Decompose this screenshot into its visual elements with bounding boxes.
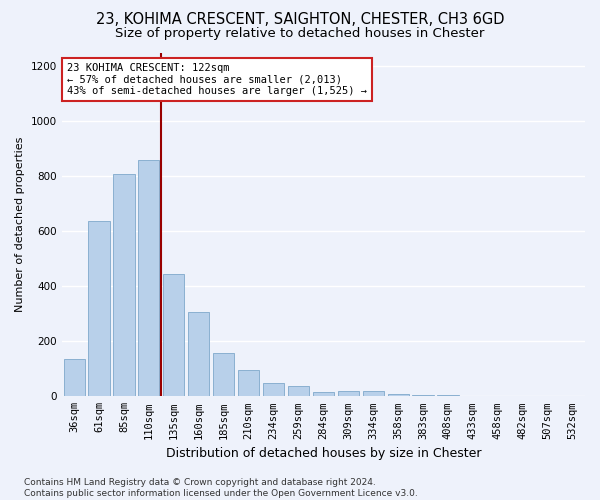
Text: Contains HM Land Registry data © Crown copyright and database right 2024.
Contai: Contains HM Land Registry data © Crown c… bbox=[24, 478, 418, 498]
Bar bbox=[64, 359, 85, 397]
Bar bbox=[388, 394, 409, 396]
Bar bbox=[163, 274, 184, 396]
Text: Size of property relative to detached houses in Chester: Size of property relative to detached ho… bbox=[115, 28, 485, 40]
Bar bbox=[288, 386, 309, 396]
Text: 23, KOHIMA CRESCENT, SAIGHTON, CHESTER, CH3 6GD: 23, KOHIMA CRESCENT, SAIGHTON, CHESTER, … bbox=[96, 12, 504, 28]
Bar bbox=[113, 174, 134, 396]
Bar bbox=[138, 160, 160, 396]
Bar bbox=[412, 395, 434, 396]
Bar bbox=[238, 370, 259, 396]
Bar bbox=[88, 221, 110, 396]
Bar bbox=[263, 382, 284, 396]
Y-axis label: Number of detached properties: Number of detached properties bbox=[15, 136, 25, 312]
Bar bbox=[338, 391, 359, 396]
Bar bbox=[313, 392, 334, 396]
Text: 23 KOHIMA CRESCENT: 122sqm
← 57% of detached houses are smaller (2,013)
43% of s: 23 KOHIMA CRESCENT: 122sqm ← 57% of deta… bbox=[67, 63, 367, 96]
Bar bbox=[362, 392, 384, 396]
Bar bbox=[213, 353, 234, 397]
Bar bbox=[188, 312, 209, 396]
X-axis label: Distribution of detached houses by size in Chester: Distribution of detached houses by size … bbox=[166, 447, 481, 460]
